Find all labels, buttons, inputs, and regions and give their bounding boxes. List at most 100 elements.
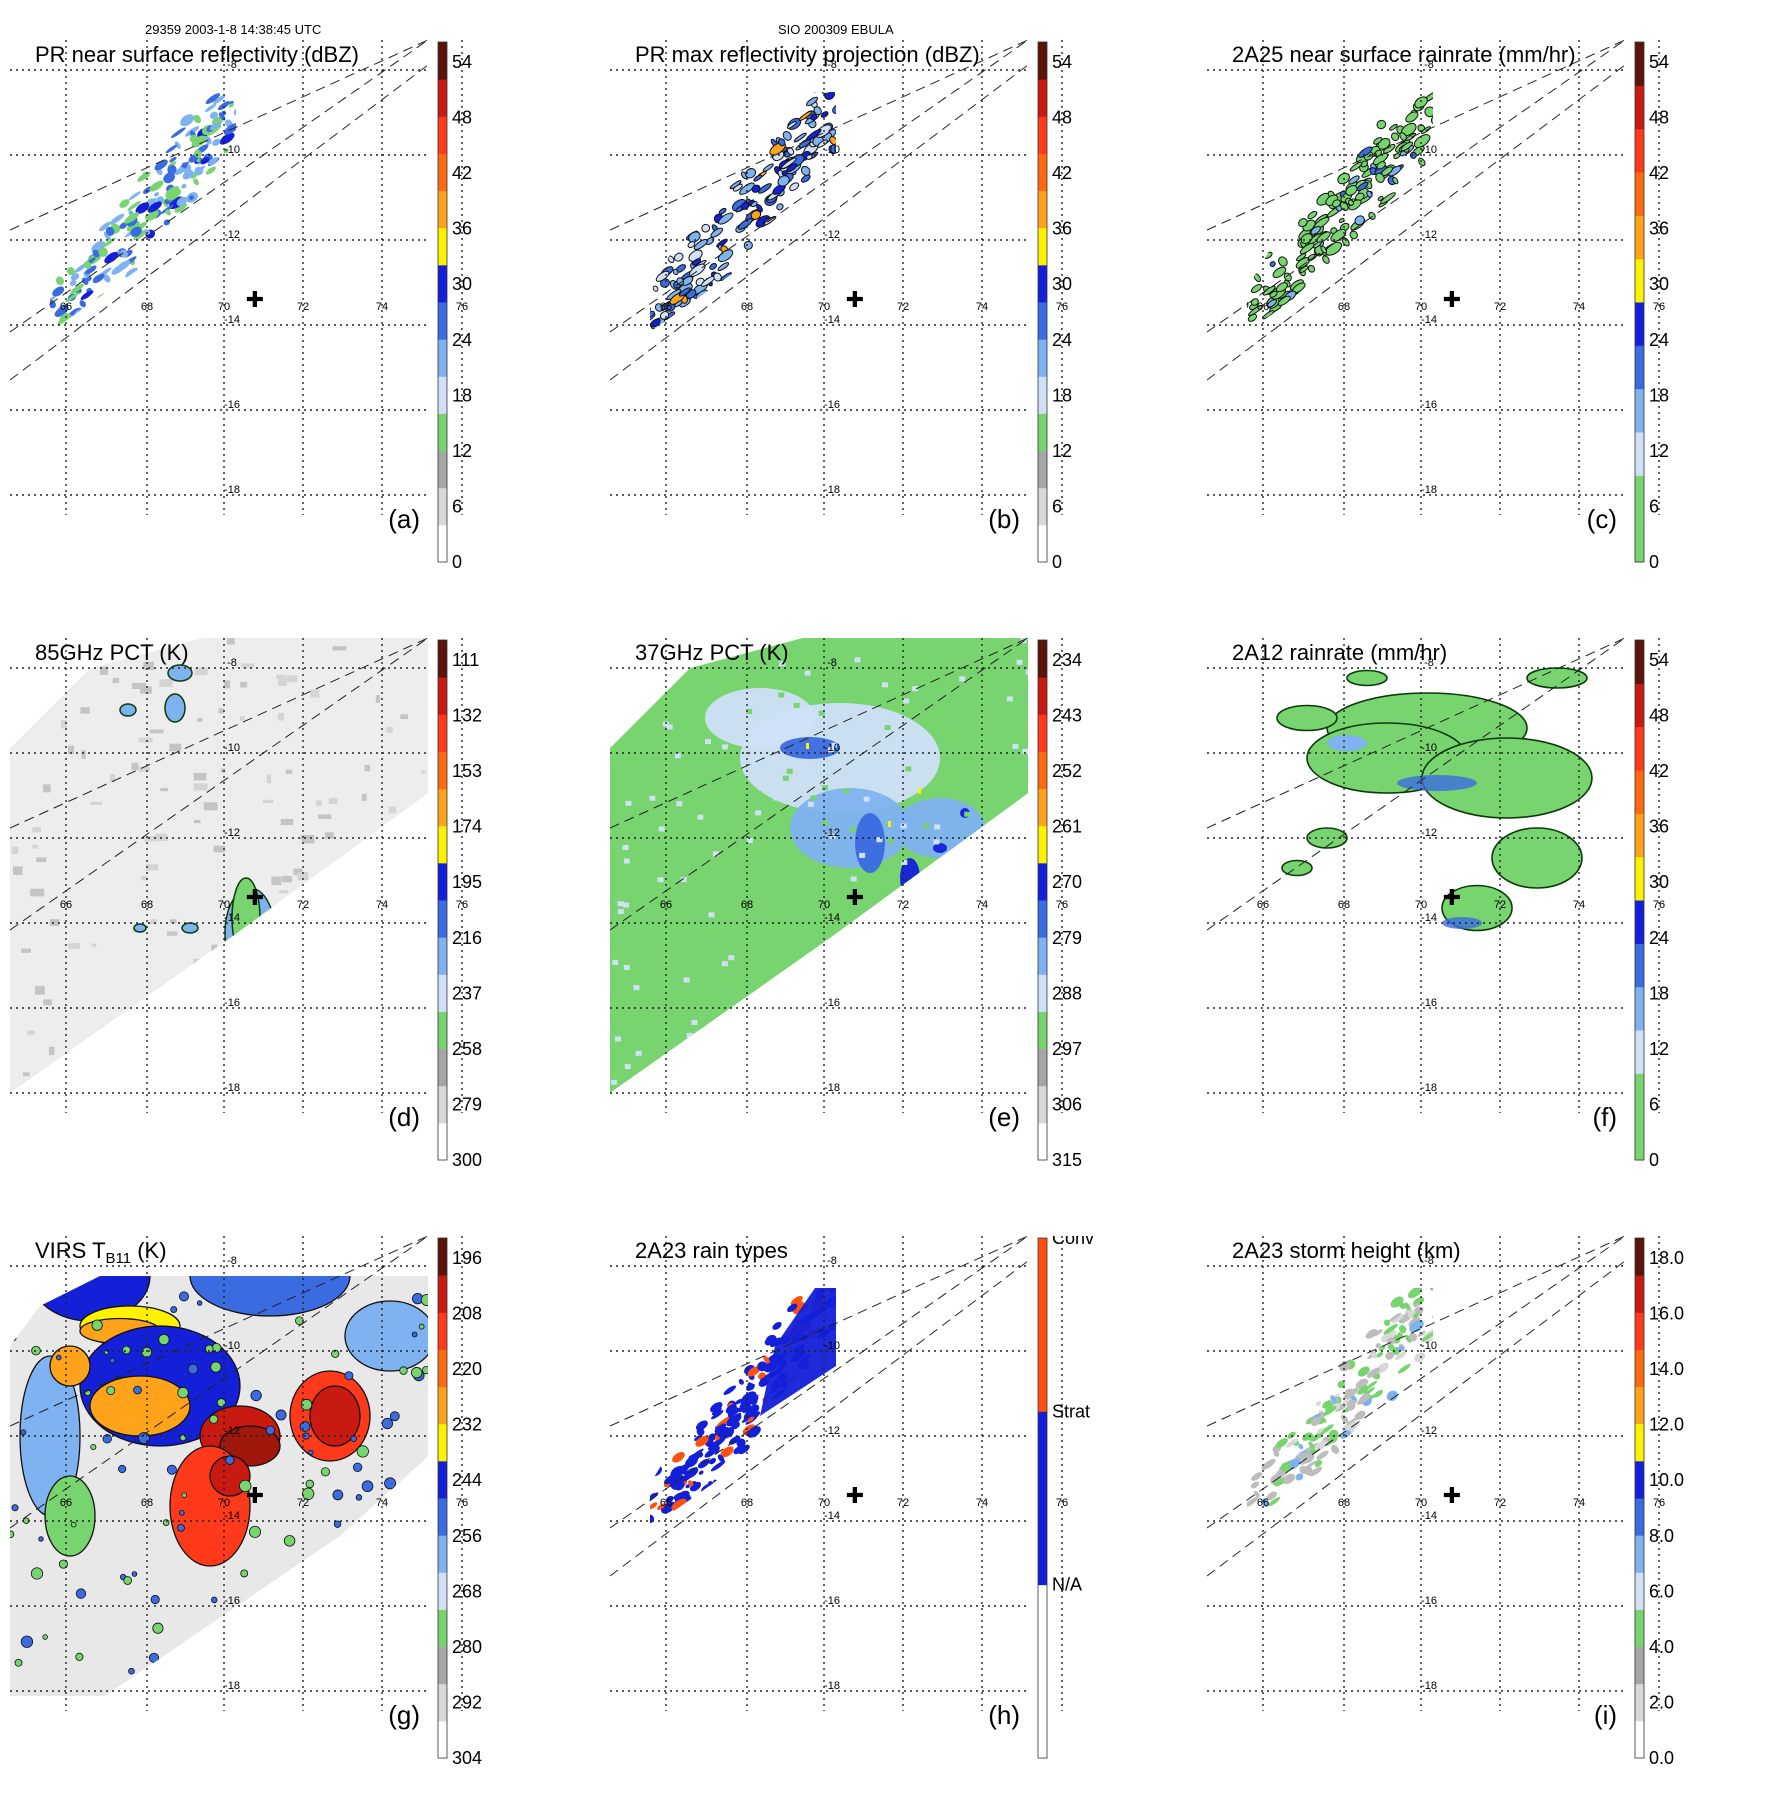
- field-image: [10, 638, 428, 1093]
- colorbar-tick-label: 256: [452, 1526, 482, 1546]
- colorbar-segment: [1635, 1535, 1644, 1573]
- latitude-tick-label: -8: [827, 59, 837, 71]
- panel-title: 2A23 storm height (km): [1232, 1238, 1461, 1263]
- colorbar-segment: [1038, 153, 1047, 192]
- colorbar-segment: [438, 376, 447, 414]
- swath-edge-line: [10, 1236, 429, 1427]
- colorbar-segment: [438, 640, 447, 678]
- longitude-tick-label: 66: [660, 899, 672, 911]
- longitude-tick-label: 66: [1257, 1497, 1269, 1509]
- colorbar-segment: [438, 450, 447, 489]
- colorbar-segment: [1635, 518, 1644, 563]
- colorbar-segment: [438, 1048, 447, 1087]
- colorbar-segment: [1635, 85, 1644, 130]
- panel-title: 85GHz PCT (K): [35, 640, 189, 665]
- colorbar-segment: [438, 900, 447, 938]
- colorbar-segment: [438, 1460, 447, 1499]
- colorbar-tick-label: 4.0: [1649, 1637, 1674, 1657]
- colorbar-tick-label: 12: [1052, 441, 1072, 461]
- colorbar-tick-label: 243: [1052, 706, 1082, 726]
- colorbar-segment: [1635, 475, 1644, 520]
- swath-edge-line: [1207, 1236, 1626, 1529]
- colorbar-segment: [1038, 190, 1047, 229]
- colorbar-segment: [1635, 900, 1644, 944]
- colorbar-segment: [438, 153, 447, 192]
- storm-center-icon: ✚: [846, 288, 864, 313]
- longitude-tick-label: 68: [141, 301, 153, 313]
- swath-edge-line: [10, 40, 429, 231]
- latitude-tick-label: -12: [224, 229, 240, 241]
- storm-center-icon: ✚: [846, 886, 864, 911]
- longitude-tick-label: 66: [660, 301, 672, 313]
- colorbar-tick-label: 30: [1649, 274, 1669, 294]
- latitude-tick-label: -12: [824, 827, 840, 839]
- colorbar-segment: [1038, 376, 1047, 414]
- field-image: [650, 1288, 836, 1528]
- colorbar-segment: [1635, 1572, 1644, 1610]
- colorbar: [1634, 1237, 1645, 1759]
- colorbar-segment: [1038, 937, 1047, 975]
- colorbar-tick-label: Strat: [1052, 1401, 1090, 1421]
- colorbar-segment: [1635, 1073, 1644, 1118]
- storm-center-icon: ✚: [846, 1484, 864, 1509]
- swath-edge-line: [610, 638, 1029, 931]
- longitude-tick-label: 74: [976, 899, 988, 911]
- latitude-tick-label: -16: [224, 1595, 240, 1607]
- colorbar-tick-label: 6: [1649, 496, 1659, 516]
- colorbar-tick-label: 42: [1052, 163, 1072, 183]
- colorbar-segment: [1635, 302, 1644, 346]
- colorbar-tick-label: 174: [452, 817, 482, 837]
- colorbar: [1634, 41, 1645, 563]
- panel-c-svg: 66 68 70 72 74 76 -8 -10 -12 -14 -16 -18 ✚ 2A25 near …: [1207, 40, 1669, 572]
- colorbar-segment: [1635, 128, 1644, 173]
- colorbar-segment: [438, 116, 447, 154]
- field-image: [1247, 1288, 1433, 1528]
- panel-label: (c): [1587, 504, 1617, 534]
- colorbar-segment: [1038, 413, 1047, 452]
- colorbar-segment: [1635, 1460, 1644, 1499]
- longitude-tick-label: 68: [141, 899, 153, 911]
- colorbar-segment: [1635, 943, 1644, 988]
- colorbar-segment: [438, 1312, 447, 1350]
- colorbar: [1634, 639, 1645, 1161]
- colorbar-tick-label: 252: [1052, 761, 1082, 781]
- colorbar-segment: [1038, 751, 1047, 790]
- swath-edge-line: [610, 1260, 1029, 1577]
- colorbar-segment: [438, 1609, 447, 1648]
- longitude-tick-label: 70: [818, 899, 830, 911]
- colorbar-tick-label: 48: [1052, 108, 1072, 128]
- colorbar-segment: [1635, 986, 1644, 1031]
- colorbar-segment: [1038, 1122, 1047, 1161]
- colorbar-segment: [1635, 726, 1644, 771]
- colorbar-tick-label: 6.0: [1649, 1581, 1674, 1601]
- colorbar-tick-label: 268: [452, 1581, 482, 1601]
- latitude-tick-label: -10: [1421, 742, 1437, 754]
- storm-center-icon: ✚: [1443, 886, 1461, 911]
- colorbar-tick-label: 36: [1649, 817, 1669, 837]
- colorbar-segment: [438, 190, 447, 229]
- colorbar-segment: [1038, 640, 1047, 678]
- colorbar-tick-label: 244: [452, 1470, 482, 1490]
- colorbar-segment: [1635, 683, 1644, 728]
- colorbar-tick-label: 16.0: [1649, 1304, 1684, 1324]
- latitude-tick-label: -14: [1421, 314, 1437, 326]
- longitude-tick-label: 72: [897, 1497, 909, 1509]
- colorbar-tick-label: 18: [1649, 385, 1669, 405]
- panel-i: 66 68 70 72 74 76 -8 -10 -12 -14 -16 -18 ✚ 2A23 storm…: [1207, 1236, 1767, 1796]
- colorbar-tick-label: 42: [452, 163, 472, 183]
- latitude-tick-label: -8: [827, 657, 837, 669]
- longitude-tick-label: 74: [976, 1497, 988, 1509]
- panel-label: (a): [388, 504, 420, 534]
- colorbar-tick-label: 54: [1649, 52, 1669, 72]
- panel-title: 2A25 near surface rainrate (mm/hr): [1232, 42, 1576, 67]
- latitude-tick-label: -10: [1421, 1340, 1437, 1352]
- latitude-tick-label: -12: [224, 827, 240, 839]
- colorbar-segment: [1635, 1238, 1644, 1276]
- colorbar-tick-label: 36: [452, 219, 472, 239]
- longitude-tick-label: 68: [741, 1497, 753, 1509]
- latitude-tick-label: -14: [1421, 1510, 1437, 1522]
- colorbar: [1037, 41, 1048, 563]
- panel-title: VIRS TB11 (K): [35, 1238, 167, 1267]
- colorbar-segment: [438, 227, 447, 266]
- latitude-tick-label: -12: [224, 1425, 240, 1437]
